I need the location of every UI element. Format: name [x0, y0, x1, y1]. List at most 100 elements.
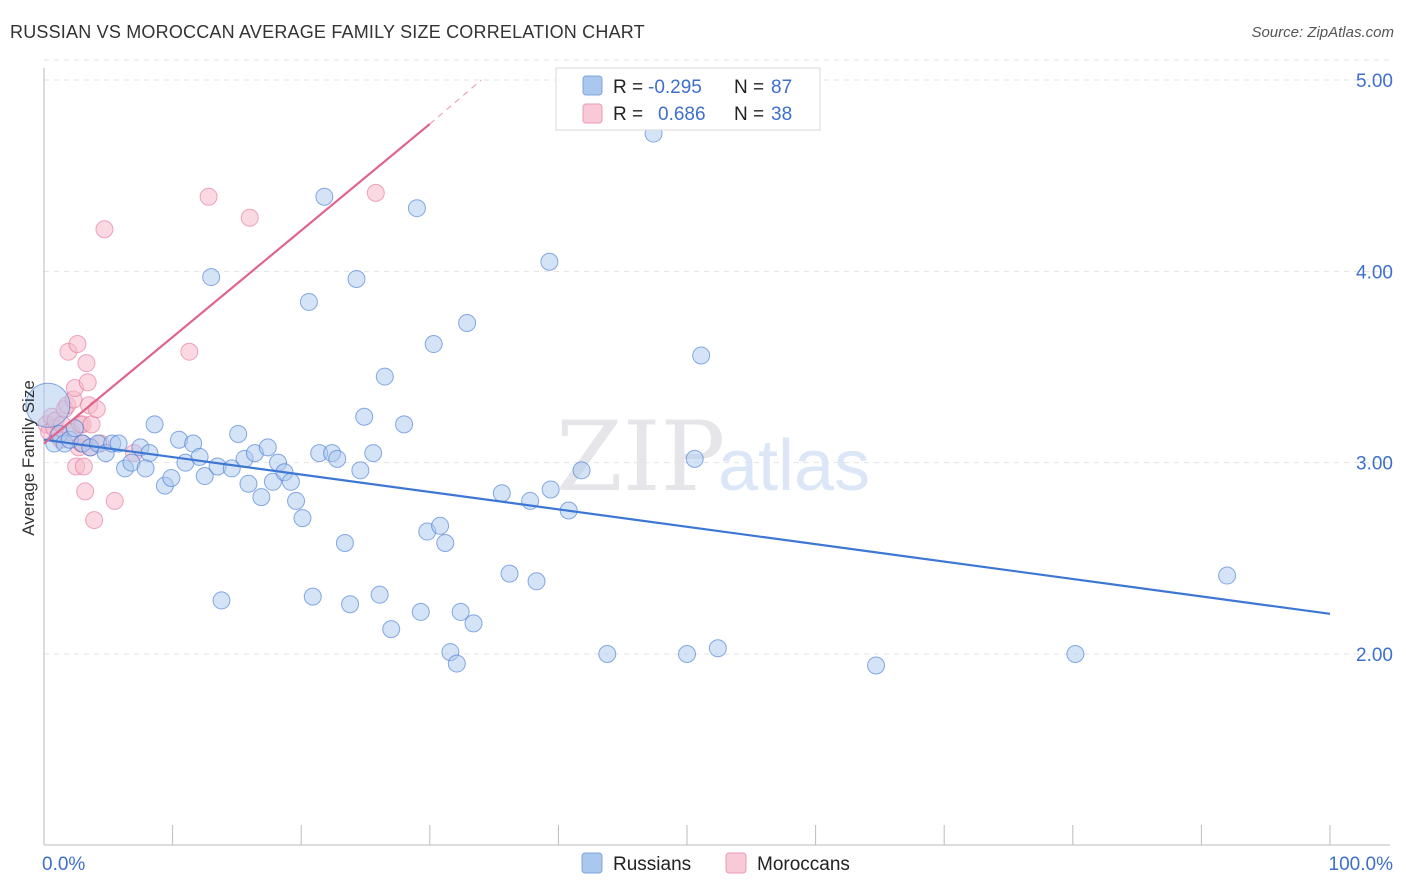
russian-point-62	[436, 534, 455, 553]
russian-point-53	[370, 585, 389, 604]
russian-point-61	[431, 516, 450, 535]
russian-point-74	[540, 252, 559, 271]
russian-point-65	[451, 602, 470, 621]
legend-russians-swatch	[582, 75, 603, 96]
russian-point-84	[1218, 566, 1237, 585]
russian-point-48	[341, 595, 360, 614]
russian-point-80	[692, 346, 711, 365]
moroccan-point-30	[95, 220, 114, 239]
legend-moroccans-r-label: R =	[613, 104, 643, 125]
moroccan-point-26	[82, 415, 101, 434]
russian-point-51	[355, 407, 374, 426]
legend-russians-n-value: 87	[771, 77, 792, 98]
russian-point-46	[328, 449, 347, 468]
russian-point-60	[424, 335, 443, 354]
russian-point-76	[598, 645, 617, 663]
russian-point-55	[382, 620, 401, 639]
axes	[43, 68, 1390, 846]
watermark: ZIP atlas	[556, 401, 870, 513]
russian-point-78	[678, 645, 696, 663]
russian-point-25	[202, 268, 221, 287]
russian-point-35	[263, 472, 282, 491]
moroccan-point-15	[68, 335, 87, 354]
russian-point-68	[492, 484, 511, 503]
russian-point-29	[229, 424, 248, 443]
x-tick-label-0: 0.0%	[42, 854, 85, 875]
russian-point-23	[190, 447, 209, 466]
russian-point-42	[303, 587, 322, 606]
russian-point-33	[252, 488, 271, 507]
tick-labels: 2.00 3.00 4.00 5.00 0.0% 100.0%	[42, 71, 1393, 875]
russian-point-66	[458, 313, 477, 332]
legend-russians-r-value: -0.295	[648, 77, 702, 98]
russian-point-69	[500, 564, 519, 583]
russian-point-24	[195, 467, 214, 486]
moroccan-point-22	[77, 354, 96, 373]
russian-point-40	[293, 509, 312, 528]
y-tick-label-2: 4.00	[1356, 262, 1393, 283]
moroccans-trend-line	[43, 123, 431, 445]
russian-point-17	[145, 415, 164, 434]
watermark-atlas: atlas	[718, 426, 870, 506]
russian-point-44	[315, 187, 334, 206]
bottom-legend-moroccans-label: Moroccans	[757, 854, 850, 875]
y-tick-label-0: 2.00	[1356, 645, 1393, 666]
y-tick-label-3: 5.00	[1356, 71, 1393, 92]
moroccans-trend-extension	[429, 79, 482, 125]
russian-point-11	[109, 434, 128, 453]
moroccan-point-34	[199, 187, 218, 206]
russian-point-58	[411, 602, 430, 621]
russian-point-19	[162, 468, 181, 487]
stats-legend: R = -0.295 N = 87 R = 0.686 N = 38	[555, 67, 821, 131]
russian-point-52	[364, 444, 383, 463]
y-axis-title: Average Family Size	[19, 380, 38, 536]
legend-russians-r-label: R =	[613, 77, 643, 98]
moroccan-point-23	[78, 373, 97, 392]
legend-russians-n-label: N =	[734, 77, 764, 98]
russian-point-75	[572, 461, 591, 480]
moroccan-point-21	[76, 482, 95, 501]
russian-point-83	[1066, 645, 1085, 663]
moroccan-point-20	[74, 457, 93, 476]
russian-point-5	[65, 419, 84, 438]
moroccan-point-31	[105, 491, 124, 510]
legend-moroccans-n-label: N =	[734, 104, 764, 125]
russian-point-71	[527, 572, 546, 591]
russian-point-50	[351, 461, 370, 480]
russian-point-31	[239, 474, 258, 493]
trend-lines	[43, 79, 1331, 615]
russian-point-16	[136, 459, 155, 478]
russian-point-56	[395, 415, 414, 434]
moroccan-point-36	[366, 183, 385, 202]
chart-title: RUSSIAN VS MOROCCAN AVERAGE FAMILY SIZE …	[10, 22, 645, 42]
russian-point-0	[25, 382, 71, 428]
bottom-legend-russians-swatch	[581, 852, 603, 874]
russian-point-34	[258, 438, 277, 457]
legend-moroccans-swatch	[582, 103, 603, 124]
russian-point-82	[867, 656, 886, 675]
russian-point-67	[464, 614, 483, 633]
russians-points	[25, 124, 1237, 675]
bottom-legend-moroccans-swatch	[725, 852, 747, 874]
moroccan-point-27	[85, 511, 104, 530]
source-label: Source: ZipAtlas.com	[1251, 24, 1394, 41]
x-tick-label-1: 100.0%	[1329, 854, 1394, 875]
russian-point-39	[287, 491, 306, 510]
series-legend: Russians Moroccans	[581, 852, 850, 875]
russian-point-49	[347, 269, 366, 288]
russian-point-57	[407, 199, 426, 218]
russian-point-27	[212, 591, 231, 610]
russian-point-47	[335, 534, 354, 553]
legend-moroccans-n-value: 38	[771, 104, 792, 125]
moroccan-point-28	[87, 400, 106, 419]
bottom-legend-russians-label: Russians	[613, 854, 691, 875]
russian-point-41	[299, 292, 318, 311]
moroccan-point-33	[180, 342, 199, 361]
y-tick-label-1: 3.00	[1356, 454, 1393, 475]
moroccan-point-35	[240, 208, 259, 227]
russians-trend-line	[43, 438, 1331, 615]
russian-point-72	[541, 480, 560, 499]
russian-point-64	[447, 654, 466, 673]
russian-point-81	[708, 639, 727, 658]
